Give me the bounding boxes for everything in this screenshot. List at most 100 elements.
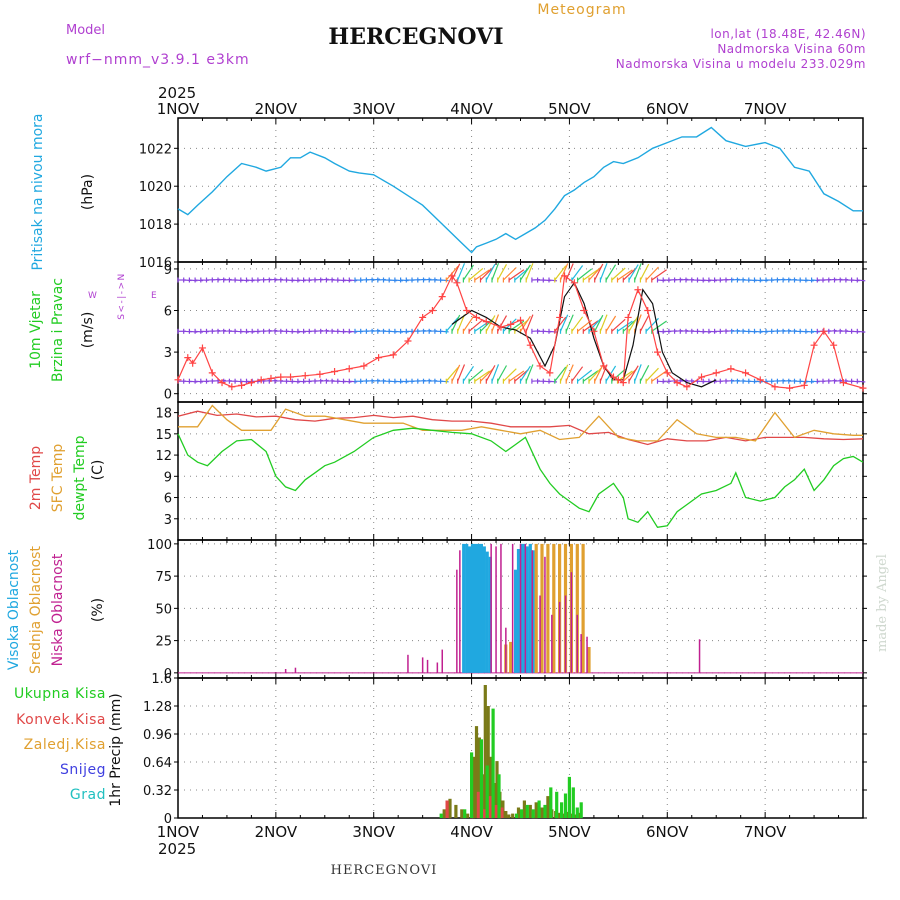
wind-arrow — [622, 267, 637, 281]
wind-axis-title: 10m Vjetar — [28, 291, 44, 369]
precip-bar — [563, 793, 568, 818]
wind-speed-marker — [331, 368, 339, 376]
precip-bar — [546, 796, 550, 818]
wind-speed-marker — [756, 376, 764, 384]
y-tick-label: 1018 — [139, 218, 172, 233]
precip-bar — [573, 814, 577, 818]
x-tick-label-bottom: 3NOV — [352, 823, 395, 841]
wind-arrow — [485, 365, 496, 382]
wind-arrow — [519, 264, 531, 281]
wind-arrow — [320, 329, 329, 332]
wind-arrow — [372, 278, 381, 281]
cloud-bar — [470, 543, 475, 673]
wind-arrow — [577, 268, 593, 281]
wind-arrow — [497, 315, 508, 332]
wind-arrow — [639, 263, 650, 281]
wind-arrow — [554, 366, 567, 382]
wind-arrow — [508, 370, 525, 382]
cloud-bar — [476, 543, 480, 673]
y-tick-label: 0.32 — [143, 784, 172, 799]
wind-arrow — [559, 364, 569, 382]
cloud-bar — [479, 543, 483, 673]
cloud-bar — [539, 595, 541, 673]
cloud-bar — [580, 634, 582, 673]
wind-arrow — [548, 330, 558, 333]
wind-unit: (m/s) — [80, 312, 96, 349]
wind-arrow — [565, 314, 574, 332]
precip-bar — [507, 814, 511, 818]
series-line — [451, 281, 717, 388]
wind-arrow — [857, 330, 866, 333]
wind-axis-title-2: Brzina i Pravac — [50, 278, 66, 382]
wind-arrow — [451, 364, 461, 382]
wind-arrow — [423, 329, 432, 332]
wind-speed-marker — [389, 351, 397, 359]
series-line — [177, 274, 864, 389]
wind-arrow — [519, 315, 531, 332]
x-tick-label-top: 6NOV — [646, 100, 689, 118]
wind-speed-marker — [614, 376, 622, 384]
wind-speed-marker — [810, 341, 818, 349]
precip-bar — [463, 809, 467, 819]
cloud-bar — [500, 543, 502, 673]
compass-e: E — [151, 291, 157, 301]
panel-frame — [177, 117, 864, 263]
precip-bar — [442, 809, 446, 819]
wind-arrow — [462, 264, 474, 281]
wind-arrow — [440, 279, 449, 282]
compass-ns: S<-|->N — [117, 272, 127, 320]
cloud-bar — [459, 550, 461, 673]
wind-speed-marker — [698, 373, 706, 381]
cloud-bar — [581, 543, 585, 673]
wind-speed-marker — [228, 383, 236, 391]
wind-arrow — [440, 330, 449, 333]
x-tick-label-bottom: 2NOV — [255, 823, 298, 841]
wind-arrow — [480, 266, 494, 281]
cloud-bar — [519, 543, 524, 673]
precip-bar — [477, 737, 481, 818]
cloud-bar — [575, 543, 579, 673]
precip-bar — [534, 802, 538, 819]
wind-arrow — [605, 315, 617, 332]
wind-arrow — [423, 278, 432, 281]
precip-bar — [528, 804, 532, 818]
wind-arrow — [645, 266, 659, 281]
cloud-bar — [540, 543, 544, 673]
wind-speed-marker — [507, 320, 515, 328]
wind-arrow — [468, 267, 484, 281]
wind-arrow — [651, 269, 667, 281]
year-top: 2025 — [158, 84, 196, 102]
wind-speed-marker — [570, 279, 578, 287]
y-tick-label: 50 — [155, 602, 172, 617]
x-tick-label-bottom: 6NOV — [646, 823, 689, 841]
footer-station: HERCEGNOVI — [331, 863, 438, 878]
panel-frame — [177, 401, 864, 541]
model-name: wrf−nmm_v3.9.1 e3km — [66, 52, 250, 68]
wind-speed-marker — [859, 384, 867, 392]
cloud-bar — [495, 546, 497, 673]
precip-bar — [495, 761, 499, 818]
wind-arrow — [611, 318, 626, 332]
wind-speed-marker — [428, 307, 436, 315]
wind-arrow — [548, 279, 558, 282]
series-line — [178, 404, 863, 442]
temp-unit: (C) — [90, 460, 106, 481]
precip-bar — [439, 813, 443, 818]
wind-arrow — [588, 367, 602, 382]
wind-speed-marker — [360, 362, 368, 370]
wind-arrow — [857, 279, 866, 282]
side-labels: Pritisak na nivou mora (hPa) 10m Vjetar Brz… — [6, 113, 157, 806]
wind-speed-marker — [820, 327, 828, 335]
wind-speed-marker — [644, 307, 652, 315]
wind-arrow — [857, 380, 866, 383]
wind-arrow — [628, 365, 639, 382]
wind-speed-marker — [301, 372, 309, 380]
wind-arrow — [491, 262, 500, 281]
cloud-bar — [482, 546, 486, 673]
grid-lines — [178, 118, 863, 818]
y-tick-label: 1016 — [139, 256, 172, 271]
wind-arrow — [634, 263, 642, 281]
wind-speed-marker — [673, 379, 681, 387]
wind-speed-marker — [345, 365, 353, 373]
precip-bar — [562, 813, 566, 818]
